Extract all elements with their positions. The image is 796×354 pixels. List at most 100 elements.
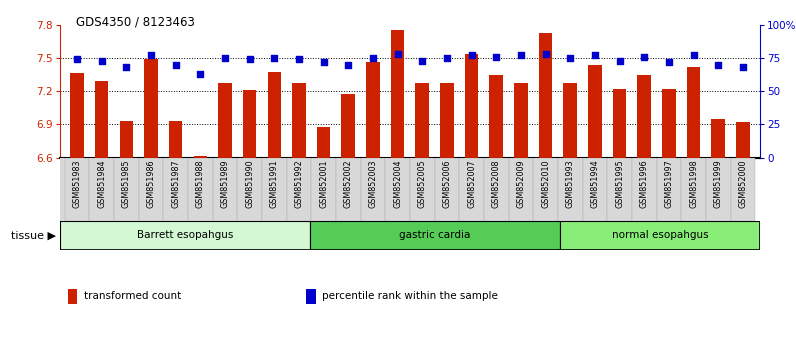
Text: GSM852009: GSM852009 xyxy=(517,159,525,208)
Text: GSM851996: GSM851996 xyxy=(640,159,649,208)
Text: GSM851999: GSM851999 xyxy=(714,159,723,208)
Text: GSM851984: GSM851984 xyxy=(97,159,106,208)
Point xyxy=(539,51,552,57)
Text: GSM851992: GSM851992 xyxy=(295,159,303,208)
Point xyxy=(588,52,601,58)
Text: GSM852000: GSM852000 xyxy=(739,159,747,208)
Point xyxy=(120,64,133,70)
Point xyxy=(318,59,330,65)
Point xyxy=(490,54,502,59)
Point xyxy=(712,62,724,67)
Point xyxy=(170,62,182,67)
Bar xyxy=(564,84,577,158)
Point xyxy=(219,55,232,61)
Text: GSM851995: GSM851995 xyxy=(615,159,624,208)
Text: GSM851985: GSM851985 xyxy=(122,159,131,208)
Bar xyxy=(114,158,139,221)
Bar xyxy=(687,67,700,158)
Bar xyxy=(391,30,404,158)
Bar xyxy=(292,84,306,158)
Point xyxy=(662,59,675,65)
Point xyxy=(440,55,453,61)
Bar xyxy=(440,84,454,158)
Text: gastric cardia: gastric cardia xyxy=(400,230,470,240)
Text: GSM852007: GSM852007 xyxy=(467,159,476,208)
Point xyxy=(268,55,281,61)
Point xyxy=(145,52,158,58)
Bar xyxy=(262,158,287,221)
Bar xyxy=(89,158,114,221)
Bar xyxy=(366,62,380,158)
Bar xyxy=(539,33,552,158)
Bar xyxy=(583,158,607,221)
Bar xyxy=(560,221,760,250)
Bar xyxy=(435,158,459,221)
Text: GSM851990: GSM851990 xyxy=(245,159,254,208)
Text: GSM851987: GSM851987 xyxy=(171,159,180,208)
Text: GSM851989: GSM851989 xyxy=(220,159,229,208)
Text: GSM852005: GSM852005 xyxy=(418,159,427,208)
Text: normal esopahgus: normal esopahgus xyxy=(612,230,708,240)
Text: GSM852010: GSM852010 xyxy=(541,159,550,208)
Point xyxy=(687,52,700,58)
Bar xyxy=(607,158,632,221)
Point xyxy=(71,56,84,62)
Bar xyxy=(385,158,410,221)
Bar xyxy=(662,89,676,158)
Bar xyxy=(139,158,163,221)
Bar xyxy=(632,158,657,221)
Text: GSM851983: GSM851983 xyxy=(72,159,81,208)
Point xyxy=(293,56,306,62)
Point xyxy=(613,58,626,63)
Text: GSM852006: GSM852006 xyxy=(443,159,451,208)
Bar xyxy=(736,122,750,158)
Point xyxy=(244,56,256,62)
Bar xyxy=(484,158,509,221)
Text: GSM851991: GSM851991 xyxy=(270,159,279,208)
Bar xyxy=(218,84,232,158)
Point xyxy=(736,64,749,70)
Point xyxy=(514,52,527,58)
Bar xyxy=(119,121,133,158)
Text: transformed count: transformed count xyxy=(84,291,181,302)
Bar xyxy=(712,119,725,158)
Point xyxy=(416,58,428,63)
Point xyxy=(465,52,478,58)
Point xyxy=(367,55,380,61)
Text: GSM852004: GSM852004 xyxy=(393,159,402,208)
Text: GSM852001: GSM852001 xyxy=(319,159,328,208)
Bar xyxy=(310,221,560,250)
Bar xyxy=(311,158,336,221)
Text: GSM851988: GSM851988 xyxy=(196,159,205,208)
Bar xyxy=(237,158,262,221)
Point xyxy=(342,62,355,67)
Bar xyxy=(509,158,533,221)
Bar xyxy=(533,158,558,221)
Bar xyxy=(681,158,706,221)
Bar xyxy=(317,126,330,158)
Text: GSM852003: GSM852003 xyxy=(369,159,377,208)
Bar xyxy=(213,158,237,221)
Text: Barrett esopahgus: Barrett esopahgus xyxy=(137,230,233,240)
Bar xyxy=(287,158,311,221)
Bar xyxy=(638,75,651,158)
Bar xyxy=(459,158,484,221)
Point xyxy=(564,55,576,61)
Bar xyxy=(490,75,503,158)
Bar xyxy=(361,158,385,221)
Bar xyxy=(336,158,361,221)
Bar xyxy=(188,158,213,221)
Text: GSM851993: GSM851993 xyxy=(566,159,575,208)
Text: GSM852002: GSM852002 xyxy=(344,159,353,208)
Text: GSM851986: GSM851986 xyxy=(146,159,155,208)
Point xyxy=(194,71,207,77)
Bar xyxy=(588,64,602,158)
Bar xyxy=(169,121,182,158)
Text: GSM851994: GSM851994 xyxy=(591,159,599,208)
Bar xyxy=(144,59,158,158)
Bar xyxy=(70,73,84,158)
Bar xyxy=(95,81,108,158)
Point xyxy=(392,51,404,57)
Text: percentile rank within the sample: percentile rank within the sample xyxy=(322,291,498,302)
Bar xyxy=(341,95,355,158)
